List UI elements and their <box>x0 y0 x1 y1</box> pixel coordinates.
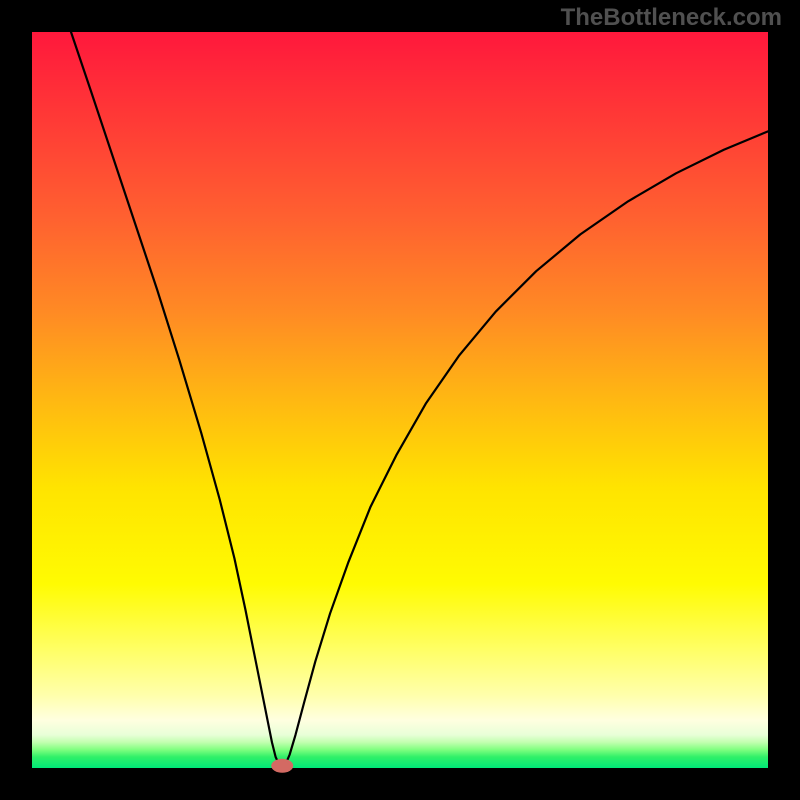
watermark-text: TheBottleneck.com <box>561 4 782 32</box>
chart-stage: TheBottleneck.com <box>0 0 800 800</box>
bottleneck-chart <box>0 0 800 800</box>
plot-area <box>32 32 768 768</box>
optimal-point-marker <box>271 759 293 773</box>
